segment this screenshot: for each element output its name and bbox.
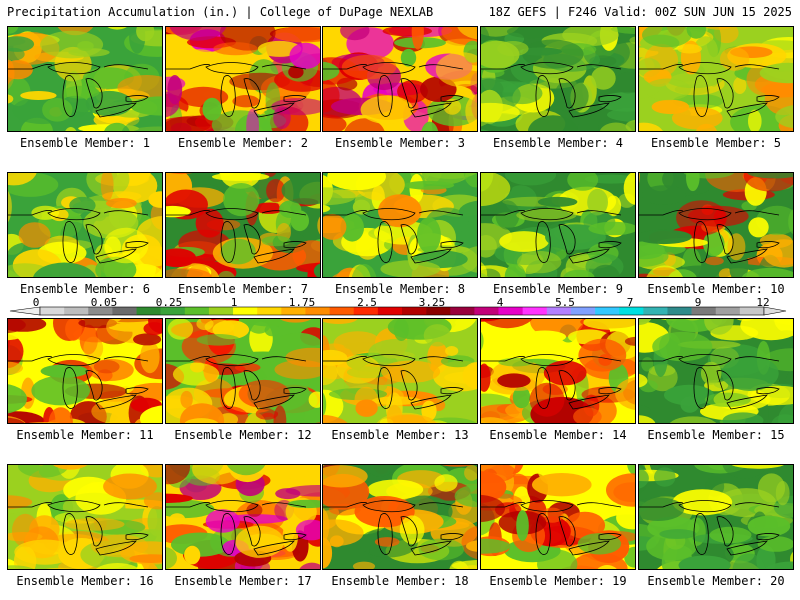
- map-title: Precipitation Accumulation (in.) | Colle…: [7, 5, 434, 19]
- ensemble-member-label: Ensemble Member: 17: [174, 574, 312, 588]
- colorbar-swatch: [474, 307, 499, 315]
- ensemble-member-map: [480, 172, 636, 278]
- ensemble-member-map: [638, 464, 794, 570]
- colorbar-swatch: [426, 307, 451, 315]
- colorbar-swatch: [715, 307, 741, 315]
- colorbar-legend: [9, 306, 787, 316]
- ensemble-member-map: [322, 318, 478, 424]
- ensemble-member-map: [322, 172, 478, 278]
- ensemble-member-label: Ensemble Member: 2: [177, 136, 309, 150]
- colorbar-swatch: [570, 307, 596, 315]
- colorbar-swatch: [450, 307, 475, 315]
- ensemble-member-label: Ensemble Member: 1: [19, 136, 151, 150]
- ensemble-member-map: [322, 464, 478, 570]
- ensemble-member-label: Ensemble Member: 11: [16, 428, 154, 442]
- ensemble-member-label: Ensemble Member: 4: [492, 136, 624, 150]
- colorbar-swatch: [160, 307, 186, 315]
- ensemble-member-map: [638, 26, 794, 132]
- colorbar-swatch: [402, 307, 427, 315]
- ensemble-member-map: [480, 26, 636, 132]
- colorbar-swatch: [88, 307, 113, 315]
- colorbar-swatch: [184, 307, 210, 315]
- colorbar-tick-label: 1: [230, 296, 238, 309]
- ensemble-member-map: [165, 26, 321, 132]
- colorbar-swatch: [329, 307, 355, 315]
- colorbar-tick-label: 7: [626, 296, 634, 309]
- ensemble-member-map: [165, 172, 321, 278]
- colorbar-swatch: [643, 307, 668, 315]
- ensemble-member-map: [322, 26, 478, 132]
- colorbar-swatch: [353, 307, 379, 315]
- ensemble-member-label: Ensemble Member: 8: [334, 282, 466, 296]
- ensemble-member-label: Ensemble Member: 7: [177, 282, 309, 296]
- colorbar-swatch: [522, 307, 548, 315]
- ensemble-member-label: Ensemble Member: 12: [174, 428, 312, 442]
- ensemble-member-map: [480, 318, 636, 424]
- ensemble-member-label: Ensemble Member: 10: [647, 282, 785, 296]
- ensemble-member-label: Ensemble Member: 9: [492, 282, 624, 296]
- colorbar-swatch: [377, 307, 403, 315]
- colorbar-swatch: [112, 307, 137, 315]
- colorbar-tick-label: 0.25: [155, 296, 183, 309]
- colorbar-max-arrow: [763, 306, 787, 316]
- colorbar-swatch: [257, 307, 282, 315]
- colorbar-tick-label: 2.5: [357, 296, 377, 309]
- ensemble-member-label: Ensemble Member: 13: [331, 428, 469, 442]
- colorbar-swatch: [40, 307, 65, 315]
- ensemble-member-label: Ensemble Member: 18: [331, 574, 469, 588]
- colorbar-tick-label: 9: [694, 296, 702, 309]
- colorbar-swatch: [305, 307, 330, 315]
- colorbar-tick-label: 0.05: [90, 296, 118, 309]
- colorbar-swatch: [546, 307, 572, 315]
- colorbar-tick-label: 4: [496, 296, 504, 309]
- ensemble-member-map: [165, 464, 321, 570]
- ensemble-member-map: [638, 318, 794, 424]
- ensemble-member-map: [7, 318, 163, 424]
- colorbar-tick-label: 1.75: [288, 296, 316, 309]
- ensemble-member-label: Ensemble Member: 16: [16, 574, 154, 588]
- colorbar-tick-label: 5.5: [555, 296, 575, 309]
- model-valid-time: 18Z GEFS | F246 Valid: 00Z SUN JUN 15 20…: [488, 5, 792, 19]
- ensemble-member-label: Ensemble Member: 5: [650, 136, 782, 150]
- ensemble-member-map: [480, 464, 636, 570]
- ensemble-member-label: Ensemble Member: 14: [489, 428, 627, 442]
- colorbar-swatch: [233, 307, 258, 315]
- colorbar-swatch: [667, 307, 692, 315]
- ensemble-member-map: [638, 172, 794, 278]
- ensemble-member-map: [7, 26, 163, 132]
- ensemble-member-map: [7, 464, 163, 570]
- colorbar-swatch: [691, 307, 717, 315]
- ensemble-member-label: Ensemble Member: 15: [647, 428, 785, 442]
- colorbar-tick-label: 0: [32, 296, 40, 309]
- colorbar-swatch: [281, 307, 306, 315]
- colorbar-swatch: [619, 307, 644, 315]
- colorbar-swatch: [498, 307, 523, 315]
- colorbar-tick-label: 12: [756, 296, 770, 309]
- ensemble-member-label: Ensemble Member: 3: [334, 136, 466, 150]
- ensemble-member-label: Ensemble Member: 6: [19, 282, 151, 296]
- colorbar-swatch: [136, 307, 161, 315]
- ensemble-member-map: [7, 172, 163, 278]
- colorbar-tick-label: 3.25: [418, 296, 446, 309]
- colorbar-swatch: [64, 307, 89, 315]
- colorbar-swatch: [739, 307, 765, 315]
- colorbar-swatch: [595, 307, 620, 315]
- ensemble-member-label: Ensemble Member: 19: [489, 574, 627, 588]
- ensemble-member-map: [165, 318, 321, 424]
- ensemble-member-label: Ensemble Member: 20: [647, 574, 785, 588]
- colorbar-swatch: [208, 307, 234, 315]
